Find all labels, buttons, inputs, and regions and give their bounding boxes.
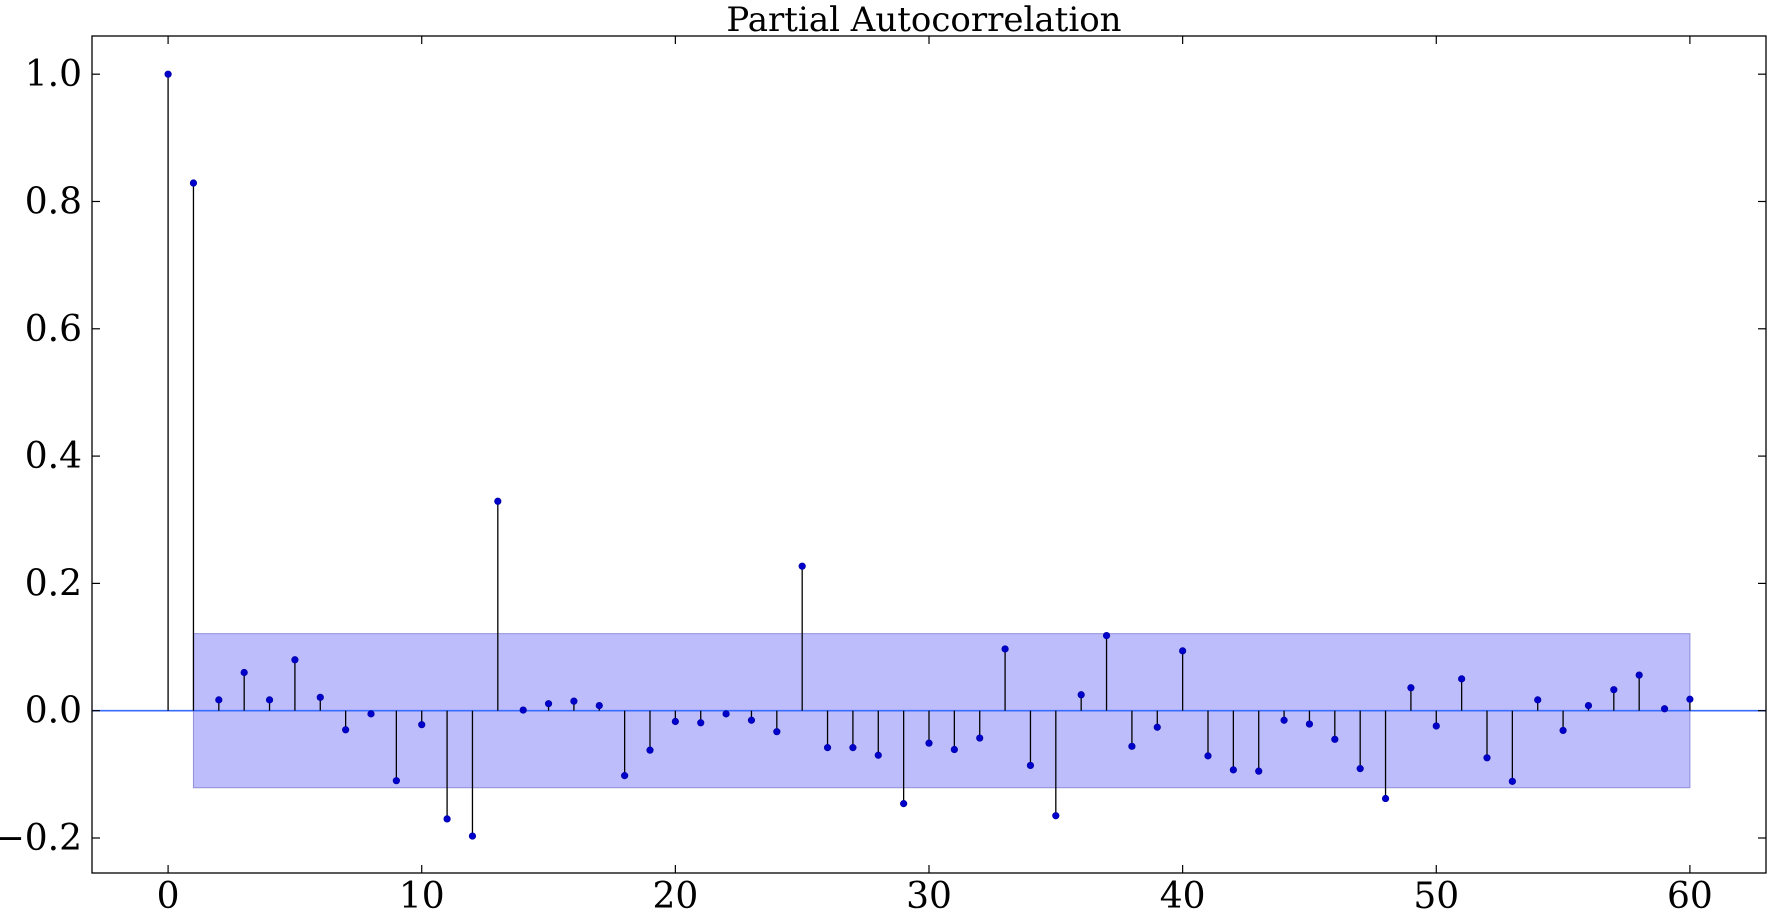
point-lag-11	[443, 815, 451, 823]
point-lag-2	[215, 696, 223, 704]
point-lag-59	[1660, 705, 1669, 713]
point-lag-17	[595, 701, 603, 710]
point-lag-23	[747, 716, 756, 724]
point-lag-33	[1001, 645, 1009, 653]
y-tick-label: 0.6	[25, 309, 82, 350]
point-lag-27	[849, 744, 857, 752]
point-lag-34	[1026, 761, 1035, 770]
point-lag-13	[494, 497, 502, 505]
y-tick-label: −0.2	[0, 818, 82, 859]
point-lag-4	[265, 696, 274, 704]
point-lag-43	[1255, 767, 1263, 775]
point-lag-0	[164, 70, 172, 78]
point-lag-51	[1458, 675, 1466, 683]
point-lag-57	[1610, 686, 1618, 694]
point-lag-15	[544, 700, 553, 708]
point-lag-44	[1280, 716, 1288, 724]
point-lag-18	[621, 772, 629, 780]
y-tick-label: 0.8	[25, 181, 82, 222]
point-lag-49	[1407, 684, 1415, 692]
y-tick-label: 0.0	[25, 691, 82, 732]
point-lag-6	[316, 693, 324, 701]
point-lag-8	[367, 710, 375, 718]
point-lag-29	[900, 800, 908, 808]
y-tick-label: 1.0	[25, 54, 82, 95]
point-lag-3	[240, 668, 248, 677]
point-lag-56	[1584, 701, 1593, 710]
point-lag-58	[1635, 671, 1643, 679]
plot-area	[92, 70, 1766, 840]
point-lag-53	[1508, 777, 1516, 785]
point-lag-5	[291, 656, 299, 664]
x-tick-label: 50	[1413, 876, 1459, 916]
point-lag-12	[468, 832, 477, 840]
point-lag-22	[722, 710, 730, 718]
point-lag-16	[570, 697, 578, 705]
point-lag-41	[1204, 752, 1212, 760]
point-lag-19	[646, 746, 654, 754]
point-lag-60	[1686, 695, 1694, 703]
x-tick-label: 20	[652, 876, 698, 916]
point-lag-20	[671, 717, 679, 726]
point-lag-9	[392, 777, 400, 785]
x-tick-label: 0	[157, 876, 180, 916]
point-lag-28	[874, 751, 882, 759]
point-lag-10	[418, 721, 426, 729]
point-lag-40	[1179, 647, 1187, 655]
point-lag-47	[1356, 765, 1364, 773]
point-lag-50	[1432, 722, 1440, 730]
point-lag-30	[925, 739, 933, 747]
point-lag-42	[1229, 766, 1237, 774]
y-tick-label: 0.4	[25, 436, 82, 477]
point-lag-46	[1331, 735, 1339, 743]
point-lag-52	[1483, 754, 1491, 762]
y-tick-label: 0.2	[25, 563, 82, 604]
point-lag-26	[823, 744, 832, 752]
point-lag-1	[189, 179, 198, 187]
point-lag-38	[1128, 742, 1136, 750]
point-lag-37	[1102, 631, 1111, 640]
axes: 0 10 20 30 40 50 60 −0.2 0.0 0.2 0.4 0.6 0.8 1.0	[0, 35, 1767, 916]
point-lag-54	[1534, 696, 1542, 704]
x-tick-label: 10	[399, 876, 445, 916]
point-lag-36	[1077, 691, 1085, 699]
point-lag-21	[697, 719, 705, 727]
point-lag-31	[950, 745, 958, 754]
x-tick-label: 40	[1160, 876, 1206, 916]
x-tick-label: 30	[906, 876, 952, 916]
point-lag-14	[519, 706, 527, 714]
point-lag-45	[1305, 720, 1314, 728]
point-lag-55	[1559, 726, 1567, 735]
point-lag-7	[342, 726, 350, 734]
x-tick-label: 60	[1667, 876, 1713, 916]
point-lag-32	[976, 734, 984, 742]
point-lag-24	[773, 728, 781, 736]
point-lag-25	[798, 562, 806, 570]
point-lag-35	[1052, 812, 1060, 820]
point-lag-48	[1381, 794, 1390, 803]
point-lag-39	[1153, 723, 1161, 731]
chart-title: Partial Autocorrelation	[726, 0, 1121, 40]
